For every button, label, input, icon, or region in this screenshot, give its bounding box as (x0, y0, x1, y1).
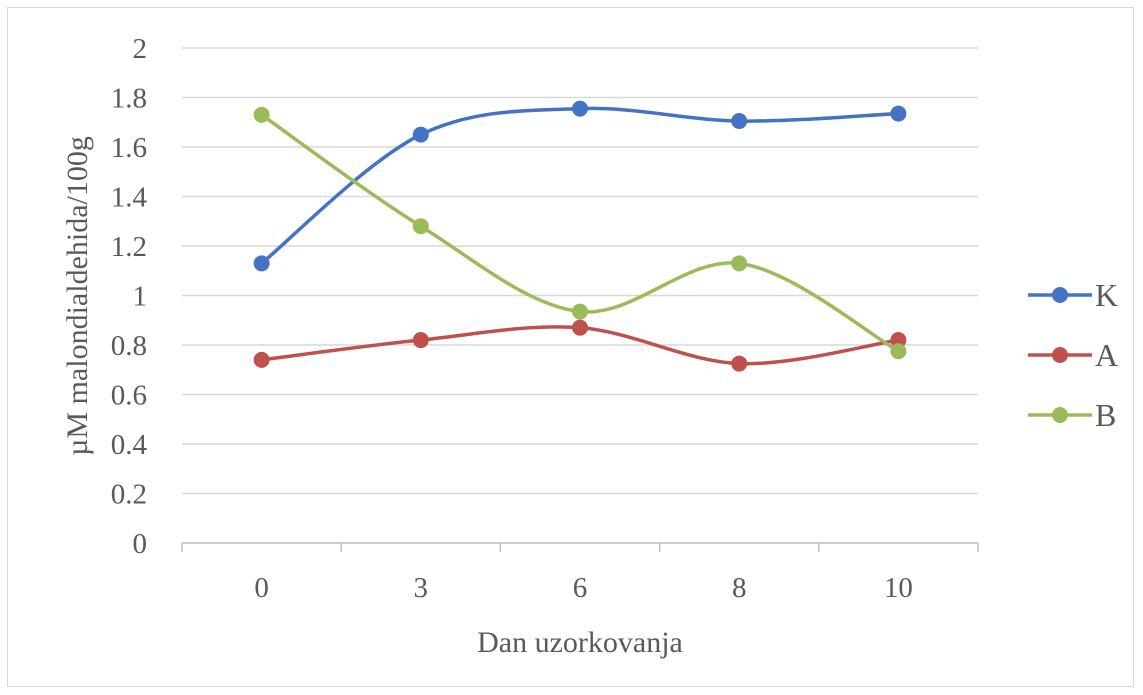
legend-marker (1052, 287, 1068, 303)
legend[interactable]: KAB (1028, 277, 1118, 433)
data-point-b-6 (572, 303, 588, 320)
y-tick-label: 0.2 (111, 479, 147, 511)
y-tick-label: 1.8 (111, 83, 147, 115)
x-tick-labels: 0 3 6 8 10 (254, 572, 913, 604)
legend-label: A (1095, 337, 1118, 373)
series-b (253, 106, 907, 360)
data-point-k-8 (731, 113, 748, 130)
data-point-b-3 (412, 218, 429, 235)
data-point-b-8 (731, 255, 748, 272)
data-point-b-10 (890, 343, 907, 360)
series-line-k (260, 106, 899, 265)
data-point-a-3 (412, 332, 429, 349)
x-tick-label: 0 (254, 572, 269, 604)
data-point-k-10 (890, 105, 907, 122)
series-group (253, 100, 907, 372)
y-tick-label: 0 (133, 528, 148, 560)
legend-label: B (1095, 397, 1116, 433)
y-tick-label: 0.8 (111, 330, 147, 362)
legend-label: K (1095, 277, 1118, 313)
y-tick-label: 1 (133, 281, 148, 313)
y-tick-label: 1.6 (111, 132, 147, 164)
data-point-b-0 (253, 106, 270, 123)
y-tick-labels: 0 0.2 0.4 0.6 0.8 1 1.2 1.4 1.6 1.8 2 (111, 33, 148, 560)
data-point-a-8 (731, 355, 748, 372)
legend-item-b[interactable]: B (1028, 397, 1116, 433)
x-axis-title: Dan uzorkovanja (477, 626, 683, 659)
y-axis-title: µM malondialdehida/100g (61, 136, 94, 456)
data-point-k-6 (572, 100, 588, 117)
data-point-k-0 (253, 255, 270, 272)
y-tick-label: 1.2 (111, 231, 147, 263)
legend-item-k[interactable]: K (1028, 277, 1118, 313)
data-point-a-0 (253, 351, 270, 368)
x-tick-label: 8 (732, 572, 747, 604)
data-point-k-3 (412, 126, 429, 143)
axes (181, 542, 979, 552)
series-a (253, 319, 907, 372)
y-tick-label: 2 (133, 33, 148, 65)
data-point-a-6 (572, 319, 588, 336)
gridlines (182, 47, 978, 495)
y-tick-label: 0.4 (111, 429, 148, 461)
x-tick-label: 10 (884, 572, 913, 604)
x-tick-label: 3 (414, 572, 429, 604)
y-tick-label: 1.4 (111, 182, 148, 214)
legend-marker (1052, 407, 1068, 423)
legend-marker (1052, 347, 1068, 363)
data-point-a-10 (890, 332, 907, 349)
legend-item-a[interactable]: A (1028, 337, 1118, 373)
chart-frame (7, 7, 1134, 687)
y-tick-label: 0.6 (111, 380, 147, 412)
x-tick-label: 6 (573, 572, 588, 604)
